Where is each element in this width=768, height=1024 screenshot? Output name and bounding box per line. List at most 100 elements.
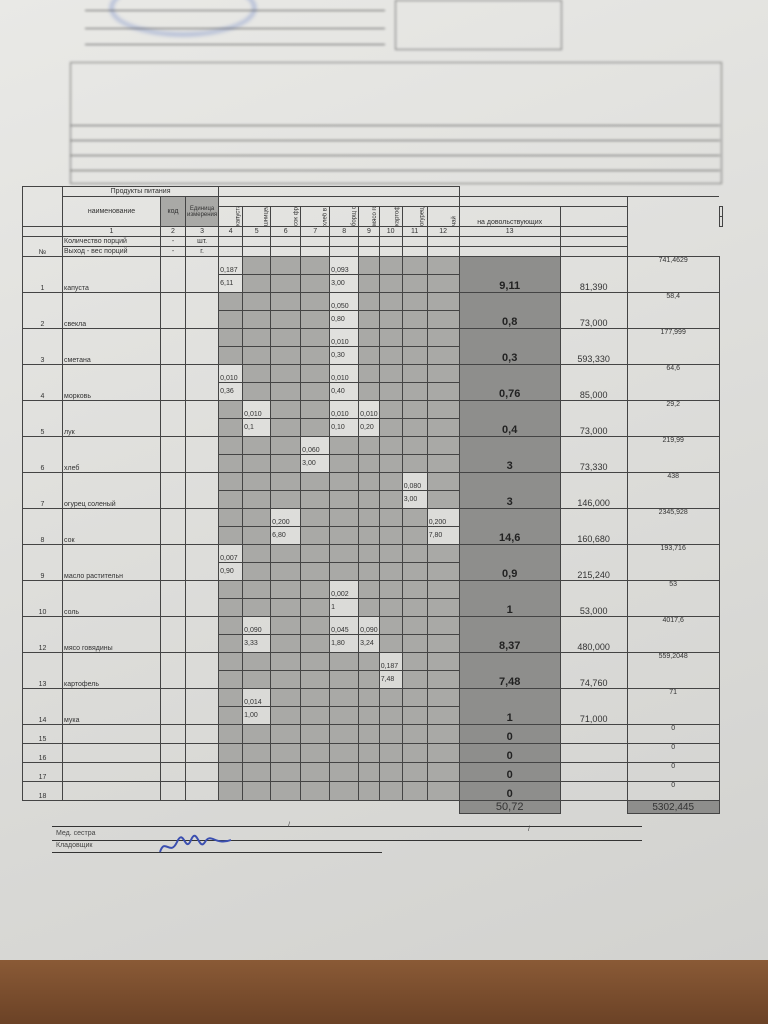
column-number: 5	[242, 226, 272, 237]
amount-cell	[242, 562, 272, 581]
blank	[242, 762, 272, 782]
price: 480,000	[559, 616, 628, 653]
blank	[378, 246, 403, 257]
norm-cell	[401, 436, 428, 455]
norm-cell	[378, 364, 403, 383]
product-name: свекла	[62, 292, 161, 329]
norm-cell	[401, 328, 428, 347]
norm-cell	[401, 616, 428, 635]
blank	[62, 781, 161, 801]
norm-cell	[300, 544, 331, 563]
column-number: 7	[300, 226, 331, 237]
blank	[458, 246, 561, 257]
blank	[458, 236, 561, 247]
blank	[560, 801, 627, 814]
product-name: капуста	[62, 256, 161, 293]
price: 81,390	[559, 256, 628, 293]
norm-cell	[358, 544, 380, 563]
code-cell	[160, 256, 186, 293]
norm-cell	[300, 580, 331, 599]
table-row: 14 мука 0,014 1 71,000 71	[22, 688, 723, 725]
amount-cell	[218, 454, 244, 473]
code-cell	[160, 508, 186, 545]
product-name: сок	[62, 508, 161, 545]
norm-cell	[358, 652, 380, 671]
amount-cell	[300, 634, 331, 653]
row-number: 15	[22, 724, 63, 744]
amount-cell	[426, 598, 460, 617]
price-column-header	[559, 206, 628, 227]
amount-cell	[300, 382, 331, 401]
dish-column-header: мясо говядины по-строгановски	[358, 206, 380, 227]
amount-cell	[218, 346, 244, 365]
norm-cell: 0,080	[401, 472, 428, 491]
table-row: 8 сок 0,200 0,200 14,6 160,680 2345,928	[22, 508, 723, 545]
norm-cell	[358, 436, 380, 455]
amount-cell	[401, 670, 428, 689]
blank	[160, 781, 186, 801]
amount-cell	[358, 274, 380, 293]
amount-cell	[358, 598, 380, 617]
blank	[62, 724, 161, 744]
blank	[329, 781, 360, 801]
norm-cell	[358, 328, 380, 347]
code-cell	[160, 364, 186, 401]
amount-cell	[426, 418, 460, 437]
norm-cell	[358, 580, 380, 599]
amount-cell	[329, 526, 360, 545]
amount-cell	[378, 382, 403, 401]
row-number: 3	[22, 328, 63, 365]
amount-cell	[378, 634, 403, 653]
amount-cell	[218, 598, 244, 617]
amount-cell	[329, 490, 360, 509]
column-number: 1	[62, 226, 161, 237]
amount-cell	[358, 346, 380, 365]
quantity-header	[218, 186, 460, 197]
norm-cell	[270, 256, 302, 275]
total-qty: 8,37	[458, 616, 561, 653]
price: 74,760	[559, 652, 628, 689]
amount-cell: 6,80	[270, 526, 302, 545]
amount-cell	[270, 274, 302, 293]
sum: 64,6	[626, 364, 720, 401]
amount-cell	[242, 310, 272, 329]
amount-cell	[300, 490, 331, 509]
code-cell	[160, 616, 186, 653]
sum: 4017,6	[626, 616, 720, 653]
amount-cell	[378, 490, 403, 509]
unit-cell	[184, 508, 220, 545]
product-name: мясо говядины	[62, 616, 161, 653]
amount-cell	[242, 274, 272, 293]
handwritten-signature	[159, 834, 232, 853]
amount-cell: 0,36	[218, 382, 244, 401]
total-qty: 0	[458, 762, 561, 782]
amount-cell	[218, 310, 244, 329]
blank	[270, 236, 302, 247]
amount-cell	[358, 490, 380, 509]
column-number: 3	[184, 226, 220, 237]
column-number: 4	[218, 226, 244, 237]
sum: 53	[626, 580, 720, 617]
code-cell	[160, 544, 186, 581]
amount-cell	[401, 382, 428, 401]
total-qty: 0	[458, 724, 561, 744]
amount-cell	[426, 706, 460, 725]
norm-cell	[426, 688, 460, 707]
blank	[426, 246, 460, 257]
norm-cell	[242, 472, 272, 491]
amount-cell	[242, 526, 272, 545]
product-name: мука	[62, 688, 161, 725]
blank	[62, 762, 161, 782]
blank	[559, 246, 628, 257]
amount-cell	[378, 310, 403, 329]
blank	[426, 236, 460, 247]
blank	[184, 743, 220, 763]
amount-cell	[270, 670, 302, 689]
norm-cell: 0,007	[218, 544, 244, 563]
norm-cell	[242, 256, 272, 275]
amount-cell	[401, 634, 428, 653]
amount-cell	[300, 598, 331, 617]
blank	[559, 781, 628, 801]
norm-cell	[300, 688, 331, 707]
table-row: 16 0 0	[22, 743, 723, 763]
